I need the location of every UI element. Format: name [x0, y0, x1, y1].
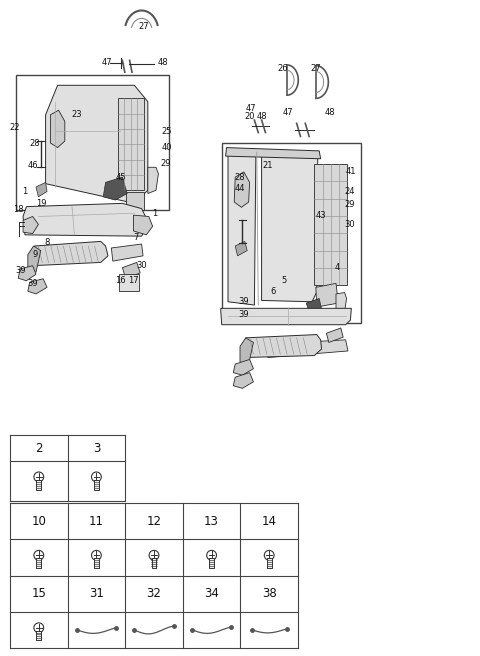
Text: 47: 47 — [245, 104, 256, 113]
Text: 29: 29 — [161, 159, 171, 169]
Text: 29: 29 — [344, 200, 355, 209]
Text: 25: 25 — [162, 127, 172, 136]
Bar — [126, 192, 144, 210]
Text: 21: 21 — [263, 161, 273, 170]
Polygon shape — [336, 293, 347, 314]
Bar — [222, 143, 361, 323]
Text: 1: 1 — [152, 209, 157, 218]
Text: 10: 10 — [31, 514, 46, 527]
Polygon shape — [28, 279, 47, 294]
Text: 47: 47 — [101, 58, 112, 68]
Polygon shape — [306, 298, 323, 318]
Text: 34: 34 — [204, 587, 219, 600]
Text: 15: 15 — [31, 587, 46, 600]
Text: 44: 44 — [235, 184, 245, 194]
Text: 20: 20 — [244, 112, 255, 121]
Text: 27: 27 — [311, 64, 321, 73]
Text: 16: 16 — [115, 276, 125, 285]
Polygon shape — [240, 338, 253, 364]
Bar — [314, 164, 347, 285]
Polygon shape — [233, 359, 253, 375]
Bar — [152, 558, 156, 568]
Text: 12: 12 — [146, 514, 161, 527]
Text: 28: 28 — [235, 173, 245, 182]
Text: 19: 19 — [36, 199, 47, 208]
Text: 48: 48 — [325, 108, 336, 117]
Polygon shape — [233, 373, 253, 388]
Text: 39: 39 — [239, 310, 249, 319]
Polygon shape — [133, 215, 153, 235]
Polygon shape — [316, 283, 338, 307]
Polygon shape — [111, 244, 143, 261]
Text: 32: 32 — [146, 587, 161, 600]
Bar — [94, 480, 99, 489]
Text: 22: 22 — [9, 123, 20, 133]
Polygon shape — [221, 308, 351, 325]
Text: 30: 30 — [344, 220, 355, 229]
Text: 3: 3 — [93, 441, 100, 455]
Text: 1: 1 — [23, 187, 27, 196]
Polygon shape — [228, 152, 256, 305]
Text: 14: 14 — [262, 514, 276, 527]
Bar — [119, 274, 139, 291]
Text: 11: 11 — [89, 514, 104, 527]
Text: 31: 31 — [89, 587, 104, 600]
Text: 5: 5 — [282, 276, 287, 285]
Text: 27: 27 — [139, 22, 149, 31]
Text: 46: 46 — [27, 161, 38, 170]
Text: 48: 48 — [256, 112, 267, 121]
Polygon shape — [33, 241, 108, 266]
Text: 17: 17 — [128, 276, 138, 285]
Polygon shape — [148, 167, 158, 194]
Text: 48: 48 — [158, 58, 168, 68]
Text: 38: 38 — [262, 587, 276, 600]
Text: 2: 2 — [35, 441, 43, 455]
Polygon shape — [262, 152, 318, 302]
Text: 4: 4 — [335, 263, 339, 272]
Polygon shape — [23, 216, 38, 234]
Text: 39: 39 — [239, 297, 249, 306]
Text: 23: 23 — [72, 110, 82, 119]
Polygon shape — [266, 340, 348, 358]
Text: 41: 41 — [346, 167, 357, 176]
Polygon shape — [23, 203, 149, 236]
Bar — [36, 630, 41, 640]
Polygon shape — [234, 172, 250, 207]
Text: 28: 28 — [29, 138, 40, 148]
Text: 18: 18 — [13, 205, 24, 215]
Polygon shape — [103, 177, 127, 200]
Polygon shape — [226, 148, 321, 159]
Text: 39: 39 — [27, 279, 38, 288]
Bar — [209, 558, 214, 568]
Text: 47: 47 — [283, 108, 293, 117]
Polygon shape — [244, 335, 322, 358]
Polygon shape — [50, 110, 65, 148]
Text: 26: 26 — [278, 64, 288, 73]
Text: 6: 6 — [270, 287, 276, 297]
Polygon shape — [28, 246, 41, 272]
Bar — [36, 558, 41, 568]
Bar — [267, 558, 272, 568]
Text: 8: 8 — [44, 238, 50, 247]
Text: 9: 9 — [33, 250, 37, 259]
Polygon shape — [235, 241, 247, 256]
Bar — [36, 480, 41, 489]
Text: 7: 7 — [133, 233, 139, 242]
Polygon shape — [18, 266, 36, 281]
Polygon shape — [46, 85, 148, 203]
Bar — [118, 98, 144, 190]
Text: 39: 39 — [15, 266, 25, 275]
Polygon shape — [326, 328, 343, 342]
Polygon shape — [122, 262, 140, 279]
Text: 43: 43 — [315, 211, 326, 220]
Bar — [94, 558, 99, 568]
Text: 40: 40 — [162, 143, 172, 152]
Text: 24: 24 — [344, 187, 355, 196]
Text: 13: 13 — [204, 514, 219, 527]
Bar — [16, 75, 169, 210]
Polygon shape — [36, 182, 47, 197]
Text: 30: 30 — [136, 261, 147, 270]
Text: 45: 45 — [116, 173, 126, 182]
